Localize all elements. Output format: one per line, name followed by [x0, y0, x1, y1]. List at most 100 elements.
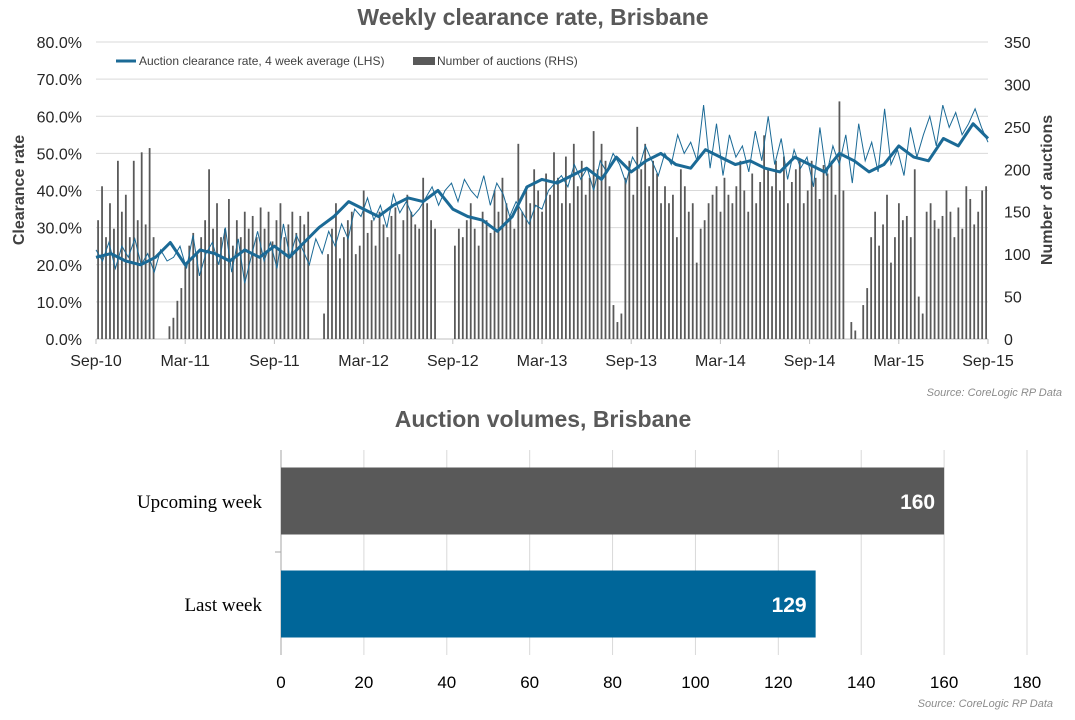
chart1-bar-auctions	[767, 169, 769, 339]
chart1-bar-auctions	[402, 220, 405, 339]
chart1-bar-auctions	[973, 224, 976, 339]
chart1-bar-auctions	[612, 305, 615, 339]
chart1-y-tick: 20.0%	[37, 258, 82, 275]
chart1-bar-auctions	[541, 211, 543, 339]
chart1-y-tick: 70.0%	[37, 72, 82, 89]
chart1-bar-auctions	[664, 186, 666, 339]
chart1-y2-tick: 250	[1004, 120, 1031, 137]
chart1-bar-auctions	[208, 169, 210, 339]
chart1-bar-auctions	[255, 237, 258, 339]
chart1-bar-auctions	[259, 207, 262, 339]
chart1-bar-auctions	[814, 177, 817, 339]
chart1-bar-auctions	[953, 237, 956, 339]
chart1-bar-auctions	[945, 190, 948, 339]
chart2-x-tick: 0	[276, 673, 285, 692]
chart1-bar-auctions	[572, 143, 575, 339]
chart1-bar-auctions	[398, 254, 401, 339]
chart1-bar-auctions	[628, 160, 631, 339]
chart1-bar-auctions	[870, 237, 873, 339]
chart1-bar-auctions	[561, 203, 563, 339]
chart1-x-tick: Sep-10	[70, 353, 122, 370]
chart1-bar-auctions	[350, 211, 353, 339]
chart1-bar-auctions	[204, 220, 207, 339]
chart1-bar-auctions	[184, 262, 187, 339]
chart1-bar-auctions	[307, 211, 310, 339]
chart1-bar-auctions	[787, 203, 789, 339]
legend-swatch-auctions	[413, 57, 435, 65]
chart2-plot: 0 20 40 60 80 100 120 140 160 180 Upcoming week 160…	[137, 450, 1041, 692]
chart1-bar-auctions	[537, 190, 540, 339]
chart1-bar-auctions	[949, 211, 952, 339]
chart1-bar-auctions	[731, 203, 734, 339]
chart1-bar-auctions	[124, 194, 127, 339]
chart1-y-tick: 50.0%	[37, 146, 82, 163]
chart1-bar-auctions	[961, 228, 964, 339]
chart1-bar-auctions	[497, 211, 500, 339]
chart1-bar-auctions	[465, 220, 468, 339]
chart1-bar-auctions	[878, 245, 880, 339]
chart1-y2-tick: 200	[1004, 162, 1031, 179]
chart1-bar-auctions	[168, 326, 171, 339]
chart1-bar-auctions	[354, 254, 357, 339]
chart1-bar-auctions	[632, 194, 635, 339]
chart1-bar-auctions	[723, 177, 726, 339]
chart1-bar-auctions	[339, 258, 341, 339]
chart1-bar-auctions	[136, 220, 139, 339]
chart1-bar-auctions	[941, 215, 944, 339]
chart1-bar-auctions	[430, 220, 432, 339]
chart1-bar-auctions	[196, 254, 199, 339]
chart1-bar-auctions	[283, 237, 286, 339]
chart1-bar-auctions	[453, 245, 456, 339]
chart1-bar-auctions	[929, 203, 932, 339]
chart1-bar-auctions	[120, 211, 123, 339]
chart1-bar-auctions	[898, 203, 900, 339]
chart1-bar-auctions	[715, 186, 718, 339]
chart1-bar-auctions	[176, 300, 179, 339]
chart1-y-tick: 40.0%	[37, 184, 82, 201]
chart1-x-tick: Sep-14	[784, 353, 836, 370]
chart1-bar-auctions	[909, 237, 912, 339]
chart1-bar-auctions	[128, 237, 131, 339]
chart1-bar-auctions	[553, 152, 555, 339]
chart1-bar-auctions	[866, 288, 869, 339]
chart1-bar-auctions	[600, 143, 603, 339]
chart1-bar-auctions	[200, 237, 203, 339]
chart1-y-tick: 30.0%	[37, 221, 82, 238]
chart1-bar-auctions	[683, 186, 686, 339]
chart1-bar-auctions	[220, 237, 222, 339]
chart1-bar-auctions	[263, 228, 266, 339]
chart1-plot: 0.0% 10.0% 20.0% 30.0% 40.0% 50.0% 60.0% 70.0% 8…	[37, 35, 1031, 370]
chart1-bar-auctions	[485, 220, 488, 339]
chart1-y-tick: 10.0%	[37, 295, 82, 312]
chart1-bar-auctions	[212, 228, 214, 339]
chart1-bar-auctions	[366, 232, 369, 339]
chart1-x-tick: Mar-12	[338, 353, 389, 370]
chart1-bar-auctions	[584, 194, 587, 339]
chart1-bar-auctions	[132, 160, 135, 339]
chart2-x-tick: 20	[354, 673, 373, 692]
chart1-bar-auctions	[640, 169, 643, 339]
chart1-bar-auctions	[739, 160, 742, 339]
chart1-title: Weekly clearance rate, Brisbane	[357, 4, 708, 30]
chart2-x-tick: 40	[437, 673, 456, 692]
chart1-bar-auctions	[735, 186, 738, 339]
chart1-bar-auctions	[426, 203, 429, 339]
chart2-bar-upcoming-week	[281, 467, 945, 535]
chart1-x-tick: Mar-14	[695, 353, 746, 370]
chart1-bar-auctions	[410, 211, 413, 339]
chart1-bar-auctions	[588, 177, 591, 339]
chart1-bar-auctions	[656, 173, 658, 339]
chart1-bar-auctions	[901, 220, 904, 339]
chart1-bar-auctions	[691, 203, 694, 339]
chart1-bar-auctions	[822, 165, 825, 339]
chart1-bar-auctions	[235, 220, 238, 339]
chart1-bar-auctions	[775, 160, 777, 339]
chart1-bar-auctions	[826, 173, 829, 339]
chart1-bar-auctions	[751, 173, 754, 339]
chart1-bar-auctions	[303, 224, 306, 339]
chart1-bar-auctions	[525, 186, 528, 339]
chart2-bar-last-week	[281, 570, 816, 638]
chart1-bar-auctions	[624, 177, 627, 339]
chart1-bar-auctions	[981, 190, 984, 339]
